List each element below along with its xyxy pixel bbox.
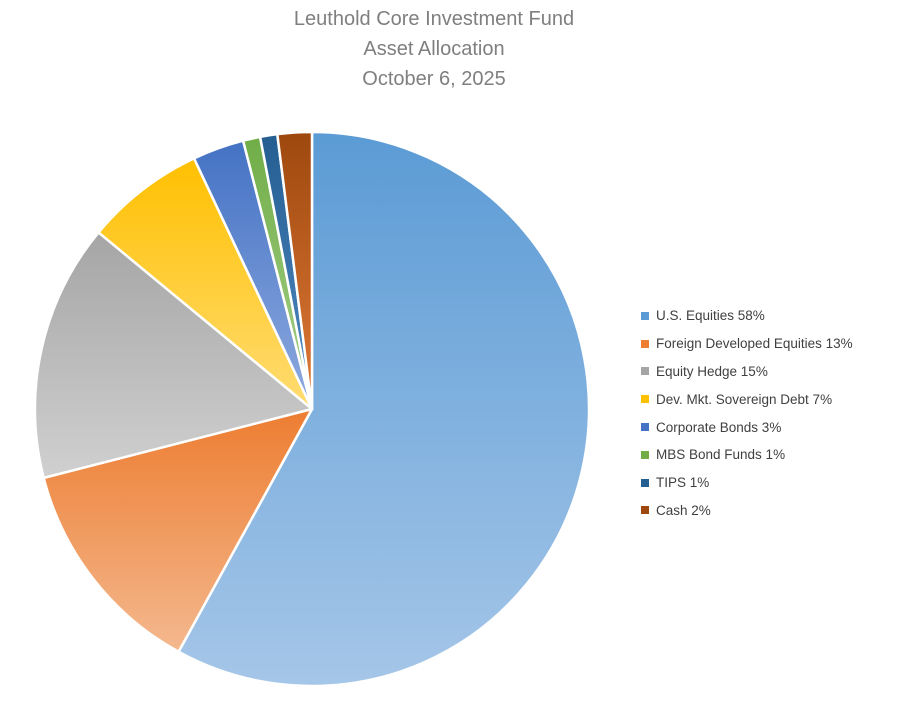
- legend-label: U.S. Equities 58%: [656, 308, 765, 324]
- legend-item: Dev. Mkt. Sovereign Debt 7%: [641, 385, 853, 413]
- legend-item: Cash 2%: [641, 497, 853, 525]
- legend-swatch: [641, 478, 649, 487]
- legend-item: Foreign Developed Equities 13%: [641, 330, 853, 358]
- legend-item: U.S. Equities 58%: [641, 302, 853, 330]
- legend-swatch: [641, 450, 649, 459]
- legend-item: MBS Bond Funds 1%: [641, 441, 853, 469]
- legend-label: Corporate Bonds 3%: [656, 419, 782, 435]
- pie-slice: [33, 231, 314, 480]
- legend-label: Foreign Developed Equities 13%: [656, 336, 853, 352]
- legend-label: Dev. Mkt. Sovereign Debt 7%: [656, 391, 833, 407]
- legend-swatch: [641, 311, 649, 320]
- legend-swatch: [641, 367, 649, 376]
- legend-label: MBS Bond Funds 1%: [656, 447, 786, 463]
- chart-legend: U.S. Equities 58% Foreign Developed Equit…: [641, 302, 853, 524]
- chart-date: October 6, 2025: [362, 68, 506, 90]
- legend-swatch: [641, 423, 649, 432]
- pie-slices: [33, 130, 591, 688]
- legend-label: TIPS 1%: [656, 475, 710, 491]
- chart-title: Leuthold Core Investment Fund: [293, 8, 575, 30]
- legend-swatch: [641, 506, 649, 515]
- pie-slice: [177, 130, 591, 688]
- legend-item: TIPS 1%: [641, 469, 853, 497]
- legend-item: Equity Hedge 15%: [641, 358, 853, 386]
- legend-swatch: [641, 339, 649, 348]
- pie-slice: [276, 130, 314, 411]
- legend-label: Cash 2%: [656, 502, 711, 518]
- legend-swatch: [641, 395, 649, 404]
- pie-slice: [97, 157, 314, 411]
- chart-title-block: Leuthold Core Investment Fund Asset Allo…: [0, 4, 868, 94]
- pie-slice: [42, 407, 314, 653]
- chart-subtitle: Asset Allocation: [363, 38, 505, 60]
- legend-label: Equity Hedge 15%: [656, 363, 768, 379]
- legend-item: Corporate Bonds 3%: [641, 413, 853, 441]
